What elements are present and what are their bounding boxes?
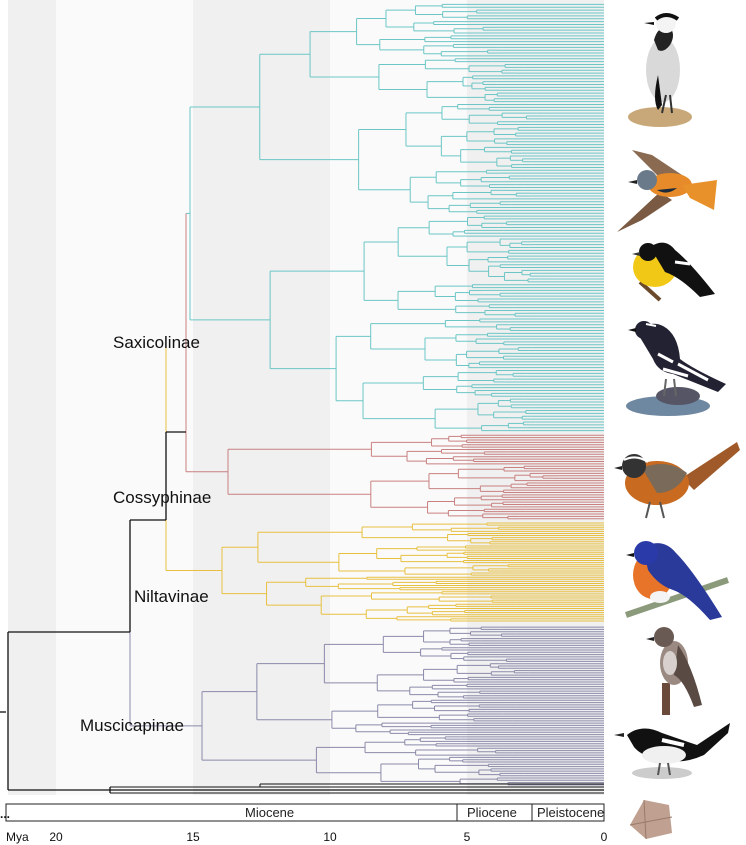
salt-crystal-icon [629, 799, 673, 840]
tick-label: 5 [464, 830, 471, 844]
time-axis: ... Mya 20 15 10 5 0 [0, 807, 608, 844]
magpie-robin-icon [614, 723, 730, 779]
yellow-flycatcher-icon [632, 242, 715, 302]
band [8, 0, 56, 795]
band [467, 0, 604, 795]
robin-chat-icon [614, 442, 740, 519]
tick-label: 20 [49, 830, 63, 844]
forktail-icon [626, 321, 726, 416]
clade-label-niltavinae: Niltavinae [134, 587, 209, 606]
tick-label: 0 [601, 830, 608, 844]
phylogenetic-tree [0, 3, 604, 794]
clade-label-saxicolinae: Saxicolinae [113, 333, 200, 352]
redstart-icon [617, 150, 717, 232]
niltava-icon [625, 541, 729, 620]
clade-labels: Saxicolinae Cossyphinae Niltavinae Musci… [80, 333, 211, 735]
epoch-pleistocene: Pleistocene [537, 805, 604, 820]
clade-label-cossyphinae: Cossyphinae [113, 488, 211, 507]
tick-label: 15 [186, 830, 200, 844]
bird-illustrations [614, 13, 740, 840]
epoch-bar: Miocene Pliocene Pleistocene [5, 803, 605, 822]
time-bands [8, 0, 604, 795]
epoch-pliocene: Pliocene [467, 805, 517, 820]
band [193, 0, 330, 795]
band [56, 0, 193, 795]
band [330, 0, 467, 795]
axis-unit-label: Mya [6, 830, 29, 844]
grey-flycatcher-icon [646, 627, 702, 715]
tick-label: 10 [323, 830, 337, 844]
wheatear-icon [628, 13, 692, 127]
axis-ellipsis: ... [0, 807, 10, 821]
epoch-miocene: Miocene [245, 805, 294, 820]
clade-label-muscicapinae: Muscicapinae [80, 716, 184, 735]
epoch-bar-frame [5, 803, 605, 822]
